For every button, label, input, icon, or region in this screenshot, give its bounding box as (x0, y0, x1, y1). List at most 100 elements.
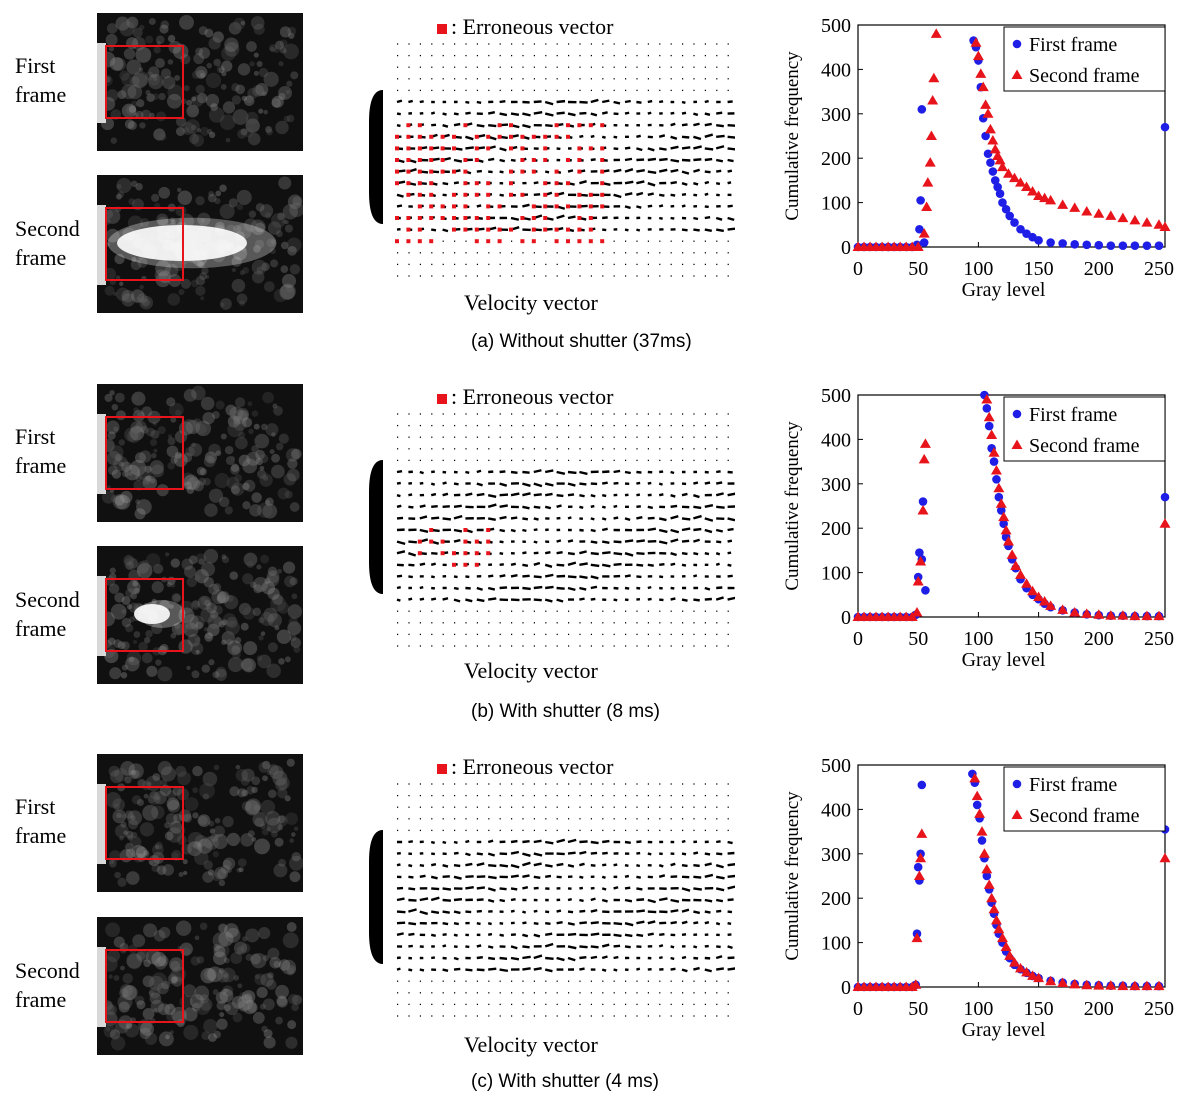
second-frame-point (985, 124, 996, 134)
velocity-vector-field (365, 392, 735, 657)
injector-body (369, 460, 383, 594)
second-frame-image (97, 175, 303, 313)
x-tick-label: 100 (963, 628, 993, 650)
first-frame-point (1058, 239, 1067, 248)
second-frame-point (981, 864, 992, 874)
first-frame-point (1034, 236, 1043, 245)
velocity-vector-field (365, 22, 735, 287)
second-frame-image (97, 546, 303, 684)
first-frame-point (1131, 241, 1140, 250)
y-tick-label: 500 (821, 15, 851, 37)
second-frame-point (1105, 210, 1116, 220)
y-tick-label: 200 (821, 148, 851, 170)
y-tick-label: 500 (821, 385, 851, 407)
x-tick-label: 150 (1024, 628, 1054, 650)
x-tick-label: 0 (853, 998, 863, 1020)
y-tick-label: 500 (821, 755, 851, 777)
second-frame-point (920, 438, 931, 448)
second-frame-point (919, 454, 930, 464)
second-frame-point (986, 893, 997, 903)
y-tick-label: 100 (821, 563, 851, 585)
y-tick-label: 0 (841, 237, 851, 259)
second-frame-point (928, 73, 939, 83)
second-frame-point (974, 808, 985, 818)
first-frame-point (1046, 238, 1055, 247)
first-frame-image (97, 754, 303, 892)
second-frame-point (973, 51, 984, 61)
second-frame-point (931, 28, 942, 38)
x-tick-label: 250 (1144, 998, 1174, 1020)
first-frame-point (1082, 240, 1091, 249)
second-frame-point (975, 68, 986, 78)
second-frame-point (983, 108, 994, 118)
first-frame-point (1107, 241, 1116, 250)
panel-caption: (a) Without shutter (37ms) (471, 331, 692, 353)
spray-texture (97, 384, 303, 522)
second-frame-point (972, 791, 983, 801)
first-frame-point (914, 863, 923, 872)
second-frame-point (1141, 217, 1152, 227)
y-tick-label: 300 (821, 104, 851, 126)
second-frame-point (918, 505, 929, 515)
x-tick-label: 250 (1144, 258, 1174, 280)
injector-body (369, 90, 383, 224)
x-tick-label: 200 (1084, 258, 1114, 280)
second-frame-point (916, 828, 927, 838)
legend-marker (1013, 410, 1022, 419)
y-tick-label: 0 (841, 977, 851, 999)
vector-field-svg (365, 22, 735, 287)
first-frame-point (916, 196, 925, 205)
x-tick-label: 0 (853, 258, 863, 280)
x-axis-label: Gray level (962, 649, 1046, 671)
y-tick-label: 300 (821, 474, 851, 496)
second-frame-point (1057, 199, 1068, 209)
spray-texture (97, 754, 303, 892)
velocity-vector-field (365, 762, 735, 1027)
y-tick-label: 200 (821, 518, 851, 540)
second-frame-point (980, 99, 991, 109)
x-tick-label: 50 (908, 628, 928, 650)
y-axis-label: Cumulative frequency (782, 421, 803, 591)
second-frame-point (925, 157, 936, 167)
x-tick-label: 0 (853, 628, 863, 650)
legend-marker (1013, 40, 1022, 49)
first-frame-point (1143, 241, 1152, 250)
x-axis-label: Gray level (962, 1019, 1046, 1041)
second-frame-point (1160, 518, 1171, 528)
x-tick-label: 150 (1024, 998, 1054, 1020)
x-tick-label: 50 (908, 998, 928, 1020)
second-frame-point (1007, 549, 1018, 559)
first-frame-image (97, 13, 303, 151)
y-tick-label: 100 (821, 933, 851, 955)
second-frame-point (1160, 853, 1171, 863)
y-tick-label: 0 (841, 607, 851, 629)
first-frame-point (983, 404, 992, 413)
spray-texture (97, 175, 303, 313)
velocity-vector-label: Velocity vector (464, 290, 598, 316)
legend-label: Second frame (1029, 65, 1140, 87)
y-axis-label: Cumulative frequency (782, 791, 803, 961)
vector-field-svg (365, 762, 735, 1027)
vector-field-svg (365, 392, 735, 657)
first-frame-point (918, 781, 927, 790)
second-frame-point (1093, 208, 1104, 218)
injector-body (369, 830, 383, 964)
second-frame-point (1069, 202, 1080, 212)
first-frame-point (1094, 241, 1103, 250)
second-frame-point (984, 879, 995, 889)
y-tick-label: 100 (821, 193, 851, 215)
second-frame-image (97, 917, 303, 1055)
x-tick-label: 150 (1024, 258, 1054, 280)
first-frame-point (918, 105, 927, 114)
second-frame-point (984, 412, 995, 422)
